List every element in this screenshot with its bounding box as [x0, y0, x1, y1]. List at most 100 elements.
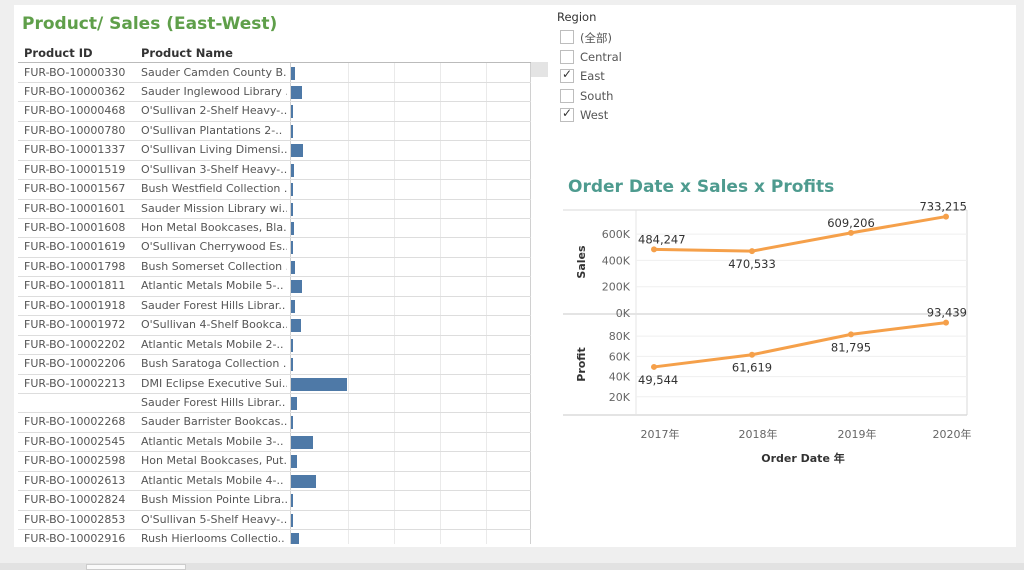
table-row[interactable]: FUR-BO-10001519 O'Sullivan 3-Shelf Heavy-… [18, 161, 531, 181]
region-checkbox[interactable]: ✓ [560, 67, 574, 83]
sales-bar[interactable] [291, 455, 298, 469]
data-point [848, 331, 854, 338]
product-id-cell: FUR-BO-10002213 [24, 376, 126, 390]
y-axis-title: Sales [575, 245, 588, 279]
product-id-cell: FUR-BO-10002853 [24, 512, 126, 526]
sales-bar[interactable] [291, 241, 293, 255]
sheet-tab[interactable] [86, 564, 186, 570]
sales-bar[interactable] [291, 358, 293, 372]
table-row[interactable]: FUR-BO-10000468 O'Sullivan 2-Shelf Heavy-… [18, 102, 531, 122]
region-option-label: West [580, 108, 609, 122]
sales-bar[interactable] [291, 202, 293, 216]
y-tick-label: 20K [609, 391, 631, 404]
table-row[interactable]: FUR-BO-10000330 Sauder Camden County B.. [18, 64, 531, 83]
table-row[interactable]: FUR-BO-10001619 O'Sullivan Cherrywood Es.… [18, 238, 531, 258]
region-option[interactable]: ✓ West [557, 106, 757, 126]
region-checkbox[interactable] [560, 49, 574, 64]
x-tick-label: 2017年 [641, 427, 680, 441]
sales-bar[interactable] [291, 260, 295, 274]
table-row[interactable]: FUR-BO-10001811 Atlantic Metals Mobile 5-… [18, 277, 531, 297]
table-row[interactable]: FUR-BO-10002853 O'Sullivan 5-Shelf Heavy-… [18, 511, 531, 530]
product-id-cell: FUR-BO-10002824 [24, 493, 126, 507]
table-row[interactable]: FUR-BO-10001337 O'Sullivan Living Dimensi… [18, 141, 531, 161]
data-label: 93,439 [927, 306, 967, 320]
table-row[interactable]: FUR-BO-10002202 Atlantic Metals Mobile 2-… [18, 336, 531, 356]
sales-bar[interactable] [291, 474, 316, 488]
product-name-cell: DMI Eclipse Executive Sui.. [141, 376, 287, 390]
sales-bar[interactable] [291, 85, 302, 99]
product-id-cell: FUR-BO-10002916 [24, 532, 126, 544]
region-filter-title: Region [557, 10, 597, 24]
sales-bar[interactable] [291, 319, 301, 333]
product-id-cell: FUR-BO-10001601 [24, 201, 126, 215]
table-row[interactable]: FUR-BO-10001918 Sauder Forest Hills Libra… [18, 297, 531, 317]
table-row[interactable]: Sauder Forest Hills Librar.. [18, 394, 531, 414]
region-checkbox[interactable] [560, 30, 574, 44]
x-tick-label: 2018年 [739, 427, 778, 441]
table-row[interactable]: FUR-BO-10002916 Rush Hierlooms Collectio.… [18, 530, 531, 544]
sales-bar[interactable] [291, 183, 293, 197]
region-filter-list: (全部) Central ✓ East South ✓ West [557, 28, 757, 126]
table-row[interactable]: FUR-BO-10002824 Bush Mission Pointe Libra… [18, 491, 531, 511]
table-row[interactable]: FUR-BO-10001601 Sauder Mission Library wi… [18, 200, 531, 219]
sales-bar[interactable] [291, 144, 304, 158]
product-name-cell: Atlantic Metals Mobile 5-.. [141, 279, 284, 293]
sales-bar[interactable] [291, 280, 302, 294]
region-option[interactable]: South [557, 87, 757, 107]
sales-bar[interactable] [291, 513, 293, 527]
table-row[interactable]: FUR-BO-10000362 Sauder Inglewood Library … [18, 83, 531, 103]
sales-bar[interactable] [291, 377, 347, 391]
y-tick-label: 600K [602, 228, 631, 241]
chart-title: Order Date x Sales x Profits [568, 177, 835, 197]
table-row[interactable]: FUR-BO-10002268 Sauder Barrister Bookcas.… [18, 413, 531, 433]
product-sales-table: Product ID Product Name FUR-BO-10000330 S… [18, 44, 531, 544]
x-axis-title: Order Date 年 [761, 451, 844, 465]
region-checkbox[interactable]: ✓ [560, 106, 574, 122]
sales-bar[interactable] [291, 416, 293, 430]
sales-bar[interactable] [291, 124, 294, 138]
sales-bar[interactable] [291, 338, 293, 352]
scrollbar-thumb[interactable] [531, 62, 548, 77]
table-row[interactable]: FUR-BO-10000780 O'Sullivan Plantations 2-… [18, 122, 531, 142]
sales-bar[interactable] [291, 494, 293, 508]
table-row[interactable]: FUR-BO-10002213 DMI Eclipse Executive Sui… [18, 375, 531, 394]
sales-bar[interactable] [291, 163, 294, 177]
table-row[interactable]: FUR-BO-10002598 Hon Metal Bookcases, Put.… [18, 452, 531, 472]
gridline [394, 63, 395, 544]
region-option[interactable]: ✓ East [557, 67, 757, 87]
column-header-product-name[interactable]: Product Name [141, 46, 233, 60]
table-row[interactable]: FUR-BO-10001798 Bush Somerset Collection … [18, 258, 531, 278]
y-axis-title: Profit [575, 347, 588, 381]
region-filter: Region (全部) Central ✓ East South ✓ West [557, 10, 757, 126]
sales-bar[interactable] [291, 105, 293, 119]
region-option[interactable]: (全部) [557, 28, 757, 48]
y-tick-label: 400K [602, 254, 631, 267]
region-checkbox[interactable] [560, 88, 574, 103]
sales-bar[interactable] [291, 66, 295, 80]
x-tick-label: 2020年 [933, 427, 972, 441]
data-point [749, 248, 755, 255]
table-row[interactable]: FUR-BO-10002545 Atlantic Metals Mobile 3-… [18, 433, 531, 453]
sales-bar[interactable] [291, 299, 296, 313]
column-header-product-id[interactable]: Product ID [24, 46, 93, 60]
product-name-cell: Sauder Forest Hills Librar.. [141, 298, 286, 312]
data-point [651, 246, 657, 253]
sales-bar[interactable] [291, 533, 300, 544]
sales-bar[interactable] [291, 435, 313, 449]
sales-bar[interactable] [291, 222, 295, 235]
gridline [486, 63, 487, 544]
table-row[interactable]: FUR-BO-10001972 O'Sullivan 4-Shelf Bookca… [18, 316, 531, 336]
sales-bar[interactable] [291, 396, 298, 410]
data-label: 733,215 [919, 200, 967, 214]
region-option[interactable]: Central [557, 48, 757, 68]
sheet-tab-bar [0, 563, 1024, 570]
table-row[interactable]: FUR-BO-10002206 Bush Saratoga Collection … [18, 355, 531, 375]
table-row[interactable]: FUR-BO-10002613 Atlantic Metals Mobile 4-… [18, 472, 531, 492]
table-row[interactable]: FUR-BO-10001608 Hon Metal Bookcases, Bla.… [18, 219, 531, 239]
product-name-cell: Hon Metal Bookcases, Bla.. [141, 221, 287, 234]
table-row[interactable]: FUR-BO-10001567 Bush Westfield Collection… [18, 180, 531, 200]
product-id-cell: FUR-BO-10001918 [24, 298, 126, 312]
product-id-cell: FUR-BO-10001608 [24, 221, 126, 234]
product-id-cell: FUR-BO-10002613 [24, 473, 126, 487]
